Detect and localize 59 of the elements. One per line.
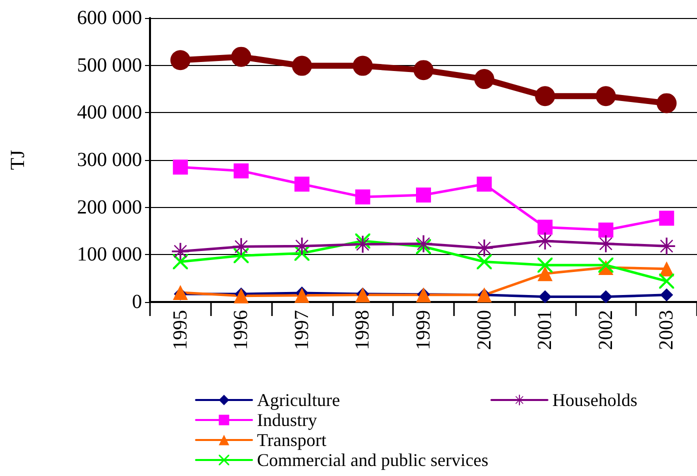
legend-label: Households [552, 390, 638, 410]
y-axis-title: TJ [7, 150, 29, 170]
legend-label: Industry [257, 410, 317, 430]
point [355, 189, 370, 204]
point [354, 236, 372, 253]
point [538, 220, 553, 235]
point [538, 258, 553, 273]
point [476, 176, 492, 192]
point [476, 240, 493, 257]
point [599, 290, 612, 304]
x-tick-label: 1999 [412, 310, 434, 350]
point [293, 238, 310, 255]
point [172, 242, 189, 260]
point [659, 210, 674, 226]
x-tick-label: 1995 [169, 310, 192, 350]
point [659, 274, 674, 289]
point [538, 266, 553, 282]
point [660, 288, 674, 302]
point [476, 254, 492, 270]
y-tick-label: 200 000 [77, 196, 142, 218]
y-tick-label: 500 000 [77, 54, 142, 76]
point [231, 46, 252, 67]
point [294, 176, 310, 192]
legend-label: Commercial and public services [257, 450, 488, 470]
x-tick-label: 2003 [656, 310, 678, 350]
x-tick-label: 1996 [230, 310, 252, 350]
point [232, 238, 250, 256]
x-tick-label: 1997 [290, 310, 313, 350]
x-tick-label: 2000 [473, 310, 496, 350]
point [415, 235, 432, 252]
point [234, 288, 249, 304]
legend-label: Transport [257, 430, 326, 450]
point [538, 290, 552, 304]
point [659, 261, 674, 276]
point [596, 86, 616, 106]
point [597, 235, 614, 252]
point [414, 60, 434, 80]
point [474, 69, 494, 90]
point [294, 288, 310, 303]
y-tick-label: 300 000 [77, 149, 142, 171]
point [658, 238, 676, 255]
x-tick-label: 1998 [352, 310, 374, 350]
point [172, 160, 188, 175]
point [416, 188, 431, 203]
point [292, 56, 312, 76]
x-tick-label: 2001 [534, 310, 556, 350]
x-tick-label: 2002 [594, 310, 617, 350]
point [352, 56, 373, 76]
point [598, 222, 614, 238]
y-tick-label: 0 [132, 291, 142, 313]
y-tick-label: 100 000 [77, 244, 142, 266]
point [170, 50, 190, 70]
point [234, 163, 249, 178]
point [535, 86, 556, 106]
y-tick-label: 400 000 [77, 102, 142, 124]
point [536, 232, 554, 250]
legend-label: Agriculture [257, 390, 340, 410]
point [656, 93, 677, 114]
y-tick-label: 600 000 [77, 7, 142, 29]
